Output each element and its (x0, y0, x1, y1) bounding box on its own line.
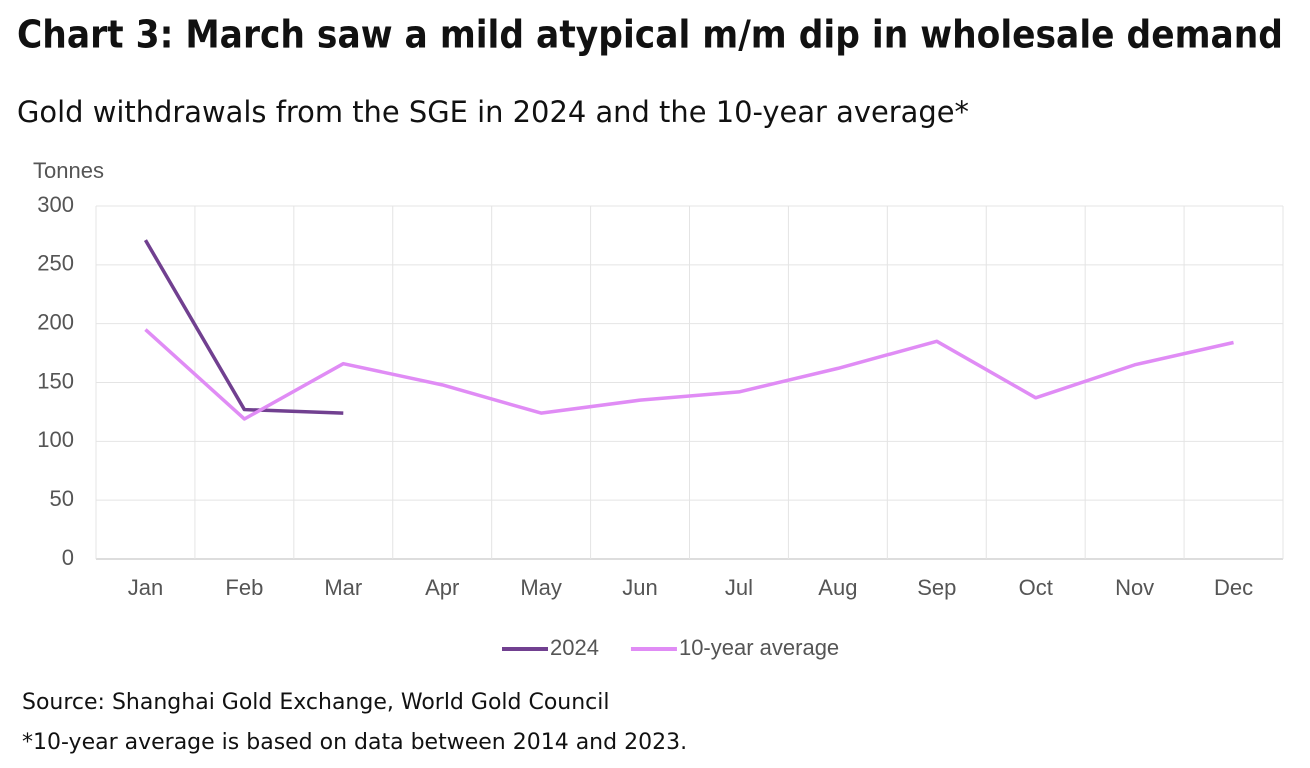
legend-label: 10-year average (679, 635, 839, 660)
y-tick-label: 100 (37, 427, 74, 452)
line-series (143, 239, 344, 415)
x-tick-label: Sep (917, 575, 956, 600)
x-tick-label: Feb (225, 575, 263, 600)
y-tick-label: 200 (37, 309, 74, 334)
x-tick-label: Mar (324, 575, 362, 600)
x-tick-label: Aug (818, 575, 857, 600)
chart-subtitle: Gold withdrawals from the SGE in 2024 an… (17, 95, 969, 129)
legend-label: 2024 (550, 635, 599, 660)
y-tick-label: 50 (50, 486, 74, 511)
y-tick-label: 150 (37, 368, 74, 393)
x-tick-label: Jul (725, 575, 753, 600)
chart-title: Chart 3: March saw a mild atypical m/m d… (17, 13, 1283, 57)
footnote: *10-year average is based on data betwee… (22, 730, 687, 755)
source-note: Source: Shanghai Gold Exchange, World Go… (22, 690, 610, 715)
y-tick-label: 0 (62, 545, 74, 570)
x-tick-label: Nov (1115, 575, 1154, 600)
x-tick-label: Oct (1019, 575, 1053, 600)
x-tick-label: Jun (622, 575, 657, 600)
y-tick-label: 300 (37, 192, 74, 217)
y-tick-label: 250 (37, 251, 74, 276)
x-tick-label: Apr (425, 575, 459, 600)
x-tick-label: May (520, 575, 562, 600)
x-tick-label: Jan (128, 575, 163, 600)
x-tick-label: Dec (1214, 575, 1253, 600)
y-axis-label: Tonnes (33, 158, 104, 183)
line-series (144, 328, 1234, 421)
